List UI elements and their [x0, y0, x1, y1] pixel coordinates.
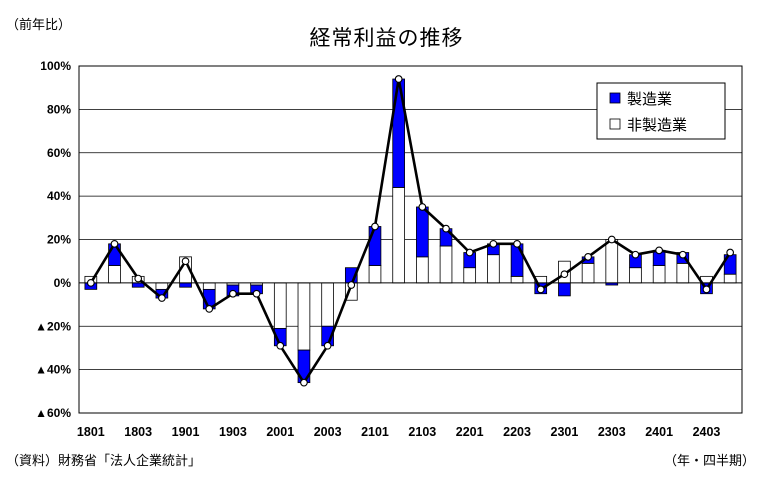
- total-point: [536, 285, 545, 294]
- source-note: （資料）財務省「法人企業統計」: [6, 454, 202, 469]
- x-tick-label: 1903: [219, 425, 247, 439]
- total-point: [560, 270, 569, 279]
- chart-title: 経常利益の推移: [309, 26, 464, 50]
- total-point: [442, 224, 450, 233]
- x-tick-label: 2103: [408, 425, 436, 439]
- x-tick-label: 1801: [77, 425, 105, 439]
- y-tick-label: ▲40%: [35, 363, 71, 377]
- total-point: [607, 235, 616, 244]
- bar-non-manufacturing: [510, 275, 524, 284]
- bar-non-manufacturing: [297, 282, 311, 351]
- bar-non-manufacturing: [108, 265, 121, 284]
- total-point: [205, 305, 214, 313]
- total-line-series: [86, 75, 735, 387]
- bar-manufacturing: [179, 282, 192, 288]
- bar-manufacturing: [558, 282, 571, 297]
- total-point: [678, 250, 687, 259]
- bar-non-manufacturing: [605, 239, 619, 284]
- total-point: [584, 253, 592, 261]
- legend-label-non-manufacturing: 非製造業: [627, 116, 687, 134]
- total-point: [110, 239, 119, 248]
- total-point: [86, 279, 95, 287]
- y-tick-label: 20%: [47, 233, 71, 247]
- y-tick-label: ▲20%: [35, 319, 71, 333]
- bar-non-manufacturing: [652, 265, 666, 284]
- bar-non-manufacturing: [273, 282, 287, 329]
- bar-non-manufacturing: [439, 245, 453, 284]
- x-tick-label: 2303: [598, 425, 626, 439]
- bar-non-manufacturing: [487, 254, 500, 284]
- bar-non-manufacturing: [155, 282, 169, 290]
- total-point: [513, 239, 521, 248]
- legend-swatch-non-manufacturing: [609, 118, 621, 130]
- total-point: [726, 248, 735, 257]
- y-tick-label: 100%: [40, 59, 71, 73]
- y-tick-label: 0%: [54, 276, 72, 290]
- bar-non-manufacturing: [676, 262, 690, 284]
- total-point: [276, 341, 285, 350]
- total-point: [394, 75, 403, 83]
- total-line: [89, 77, 732, 384]
- total-point: [300, 378, 308, 387]
- y-axis-ticks: 100% 80% 60% 40% 20% 0% ▲20% ▲40% ▲60%: [35, 59, 71, 420]
- bar-non-manufacturing: [368, 265, 382, 284]
- legend-label-manufacturing: 製造業: [627, 90, 672, 108]
- total-point: [655, 246, 663, 255]
- total-point: [702, 285, 711, 294]
- x-tick-label: 2003: [314, 425, 342, 439]
- x-tick-label: 2203: [503, 425, 531, 439]
- legend-box: [596, 82, 726, 140]
- x-tick-label: 2403: [693, 425, 721, 439]
- total-point: [418, 203, 427, 211]
- x-tick-label: 2001: [266, 425, 294, 439]
- bar-non-manufacturing: [629, 267, 642, 284]
- period-note: （年・四半期）: [664, 454, 756, 469]
- x-tick-label: 2101: [361, 425, 389, 439]
- x-axis-ticks: 1801 1803 1901 1903 2001 2003 2101 2103 2201 2203…: [77, 425, 720, 439]
- legend-swatch-manufacturing: [609, 92, 621, 104]
- bar-non-manufacturing: [202, 282, 216, 290]
- total-point: [489, 239, 498, 248]
- total-point: [347, 281, 356, 289]
- total-point: [465, 248, 474, 257]
- y-tick-label: 80%: [47, 102, 71, 116]
- total-point: [181, 257, 190, 266]
- y-unit-label: （前年比）: [6, 18, 72, 33]
- bar-manufacturing: [416, 206, 429, 258]
- total-point: [631, 250, 640, 259]
- bar-manufacturing: [368, 226, 382, 266]
- total-point: [371, 222, 379, 231]
- total-point: [229, 289, 237, 298]
- bar-manufacturing: [510, 243, 524, 277]
- bar-non-manufacturing: [416, 256, 429, 284]
- x-tick-label: 1901: [172, 425, 200, 439]
- x-tick-label: 2401: [645, 425, 673, 439]
- legend: 製造業 非製造業: [596, 82, 726, 140]
- x-tick-label: 2201: [456, 425, 484, 439]
- bar-non-manufacturing: [581, 262, 595, 284]
- total-point: [252, 289, 261, 298]
- x-tick-label: 2301: [551, 425, 579, 439]
- x-tick-label: 1803: [124, 425, 152, 439]
- total-point: [158, 294, 166, 302]
- y-tick-label: 60%: [47, 146, 71, 160]
- bar-non-manufacturing: [723, 273, 737, 284]
- y-tick-label: 40%: [47, 189, 71, 203]
- bar-non-manufacturing: [392, 187, 405, 284]
- total-point: [134, 274, 143, 283]
- bar-non-manufacturing: [321, 282, 334, 327]
- total-point: [323, 341, 332, 350]
- y-tick-label: ▲60%: [35, 406, 71, 420]
- bar-non-manufacturing: [463, 267, 477, 284]
